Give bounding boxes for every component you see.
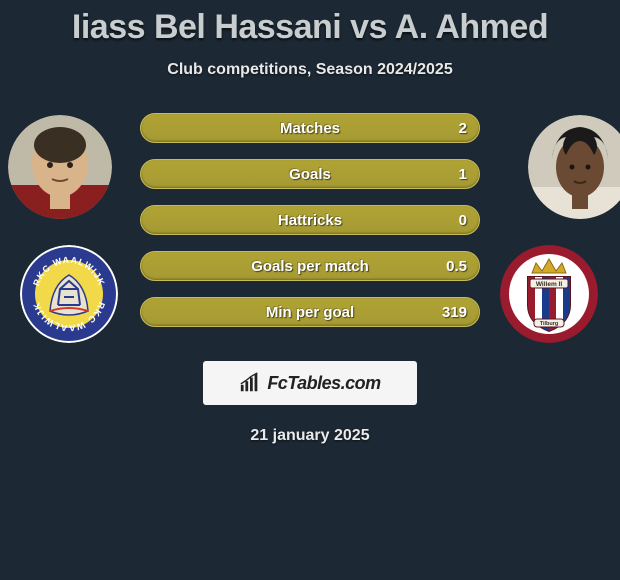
- stat-label: Min per goal: [266, 304, 354, 321]
- stat-bar: Goals per match 0.5: [140, 251, 480, 281]
- club-right-crest: Willem II Tilburg: [500, 245, 598, 343]
- stat-value: 0.5: [446, 258, 467, 275]
- stat-bar: Min per goal 319: [140, 297, 480, 327]
- stat-bar: Goals 1: [140, 159, 480, 189]
- stat-value: 2: [459, 120, 467, 137]
- player-left-avatar: [8, 115, 112, 219]
- subtitle: Club competitions, Season 2024/2025: [0, 61, 620, 79]
- stat-value: 1: [459, 166, 467, 183]
- stat-label: Goals per match: [251, 258, 369, 275]
- chart-icon: [239, 372, 261, 394]
- stat-label: Hattricks: [278, 212, 342, 229]
- branding-badge: FcTables.com: [203, 361, 417, 405]
- club-left-crest: RKC WAALWIJK RKC WAALWIJK: [20, 245, 118, 343]
- branding-text: FcTables.com: [267, 373, 380, 394]
- club-right-name: Willem II: [536, 281, 563, 288]
- date-text: 21 january 2025: [0, 427, 620, 445]
- stat-bars: Matches 2 Goals 1 Hattricks 0 Goals per …: [140, 113, 480, 343]
- stat-bar: Hattricks 0: [140, 205, 480, 235]
- comparison-panel: RKC WAALWIJK RKC WAALWIJK: [0, 107, 620, 347]
- player-right-avatar: [528, 115, 620, 219]
- club-right-city: Tilburg: [540, 321, 559, 327]
- stat-value: 0: [459, 212, 467, 229]
- stat-bar: Matches 2: [140, 113, 480, 143]
- stat-value: 319: [442, 304, 467, 321]
- stat-label: Matches: [280, 120, 340, 137]
- stat-label: Goals: [289, 166, 331, 183]
- page-title: Iiass Bel Hassani vs A. Ahmed: [0, 0, 620, 47]
